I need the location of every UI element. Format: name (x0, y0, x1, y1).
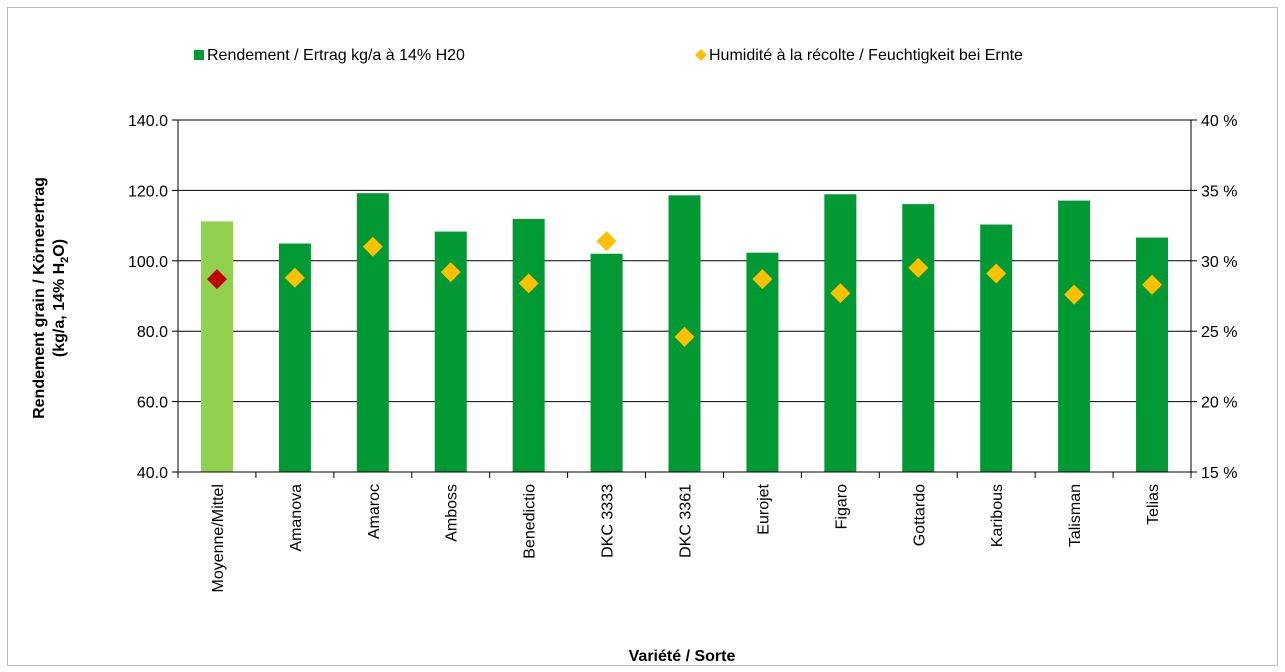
bar-dkc-3333 (590, 253, 623, 472)
marker-amanova (284, 267, 305, 288)
marker-dkc-3333 (596, 231, 617, 252)
bar-eurojet (746, 252, 779, 472)
markers (206, 231, 1163, 347)
tick-labels: 140.0 120.0 100.0 80.0 60.0 40.0 40 % 35 % 30 % 2… (128, 113, 1238, 593)
x-tick-label: Eurojet (755, 483, 772, 534)
bar-talisman (1058, 200, 1091, 472)
y-axis-title-units-sub: 2 (59, 257, 71, 263)
marker-moyenne-mittel (206, 269, 227, 290)
y2-tick-label: 20 % (1201, 395, 1237, 412)
y-axis-title-units-post: O) (51, 239, 68, 257)
marker-amaroc (362, 236, 383, 257)
x-tick-label: Gottardo (911, 484, 928, 546)
marker-telias (1142, 274, 1163, 295)
legend: Rendement / Ertrag kg/a à 14% H20 Humidi… (194, 47, 1023, 64)
y2-tick-label: 25 % (1201, 324, 1237, 341)
bar-benedictio (512, 218, 545, 472)
x-tick-label: Amanova (288, 484, 305, 552)
bar-amaroc (356, 193, 389, 472)
marker-figaro (830, 283, 851, 304)
x-tick-label: DKC 3361 (678, 484, 695, 558)
marker-dkc-3361 (674, 326, 695, 347)
x-tick-label: Talisman (1067, 484, 1084, 547)
bar-karibous (980, 224, 1013, 472)
x-tick-label: Telias (1145, 484, 1162, 525)
y-tick-label: 60.0 (137, 395, 168, 412)
y-axis-title-units: (kg/a, 14% H2O) (51, 239, 71, 357)
y-tick-label: 100.0 (128, 254, 168, 271)
legend-label-yield: Rendement / Ertrag kg/a à 14% H20 (207, 47, 465, 64)
y2-tick-label: 15 % (1201, 465, 1237, 482)
marker-eurojet (752, 269, 773, 290)
legend-swatch-humidity (695, 49, 707, 61)
marker-talisman (1064, 284, 1085, 305)
axes (172, 119, 1197, 478)
legend-swatch-yield (194, 50, 204, 60)
marker-benedictio (518, 273, 539, 294)
y-tick-label: 40.0 (137, 465, 168, 482)
y2-tick-label: 30 % (1201, 254, 1237, 271)
y-tick-label: 80.0 (137, 324, 168, 341)
y-axis-title-line1: Rendement grain / Körnerertrag (31, 177, 48, 419)
x-tick-label: DKC 3333 (600, 484, 617, 558)
bar-figaro (824, 194, 857, 472)
y2-tick-label: 40 % (1201, 113, 1237, 130)
y-axis-title: Rendement grain / Körnerertrag (31, 177, 48, 419)
y-tick-label: 120.0 (128, 183, 168, 200)
bar-gottardo (902, 204, 935, 473)
x-tick-label: Figaro (833, 484, 850, 529)
x-tick-label: Benedictio (522, 484, 539, 559)
x-tick-label: Moyenne/Mittel (210, 484, 227, 593)
bars (200, 193, 1169, 473)
x-tick-label: Karibous (989, 484, 1006, 547)
y-tick-label: 140.0 (128, 113, 168, 130)
x-axis-title: Variété / Sorte (629, 648, 736, 665)
legend-label-humidity: Humidité à la récolte / Feuchtigkeit bei… (709, 47, 1023, 64)
bar-telias (1136, 237, 1169, 472)
x-tick-label: Amboss (444, 484, 461, 542)
y-axis-title-units-pre: (kg/a, 14% H (51, 263, 68, 357)
x-tick-label: Amaroc (366, 484, 383, 539)
bar-moyenne-mittel (200, 221, 233, 472)
marker-karibous (986, 263, 1007, 284)
y2-tick-label: 35 % (1201, 183, 1237, 200)
marker-amboss (440, 262, 461, 283)
marker-gottardo (908, 257, 929, 278)
